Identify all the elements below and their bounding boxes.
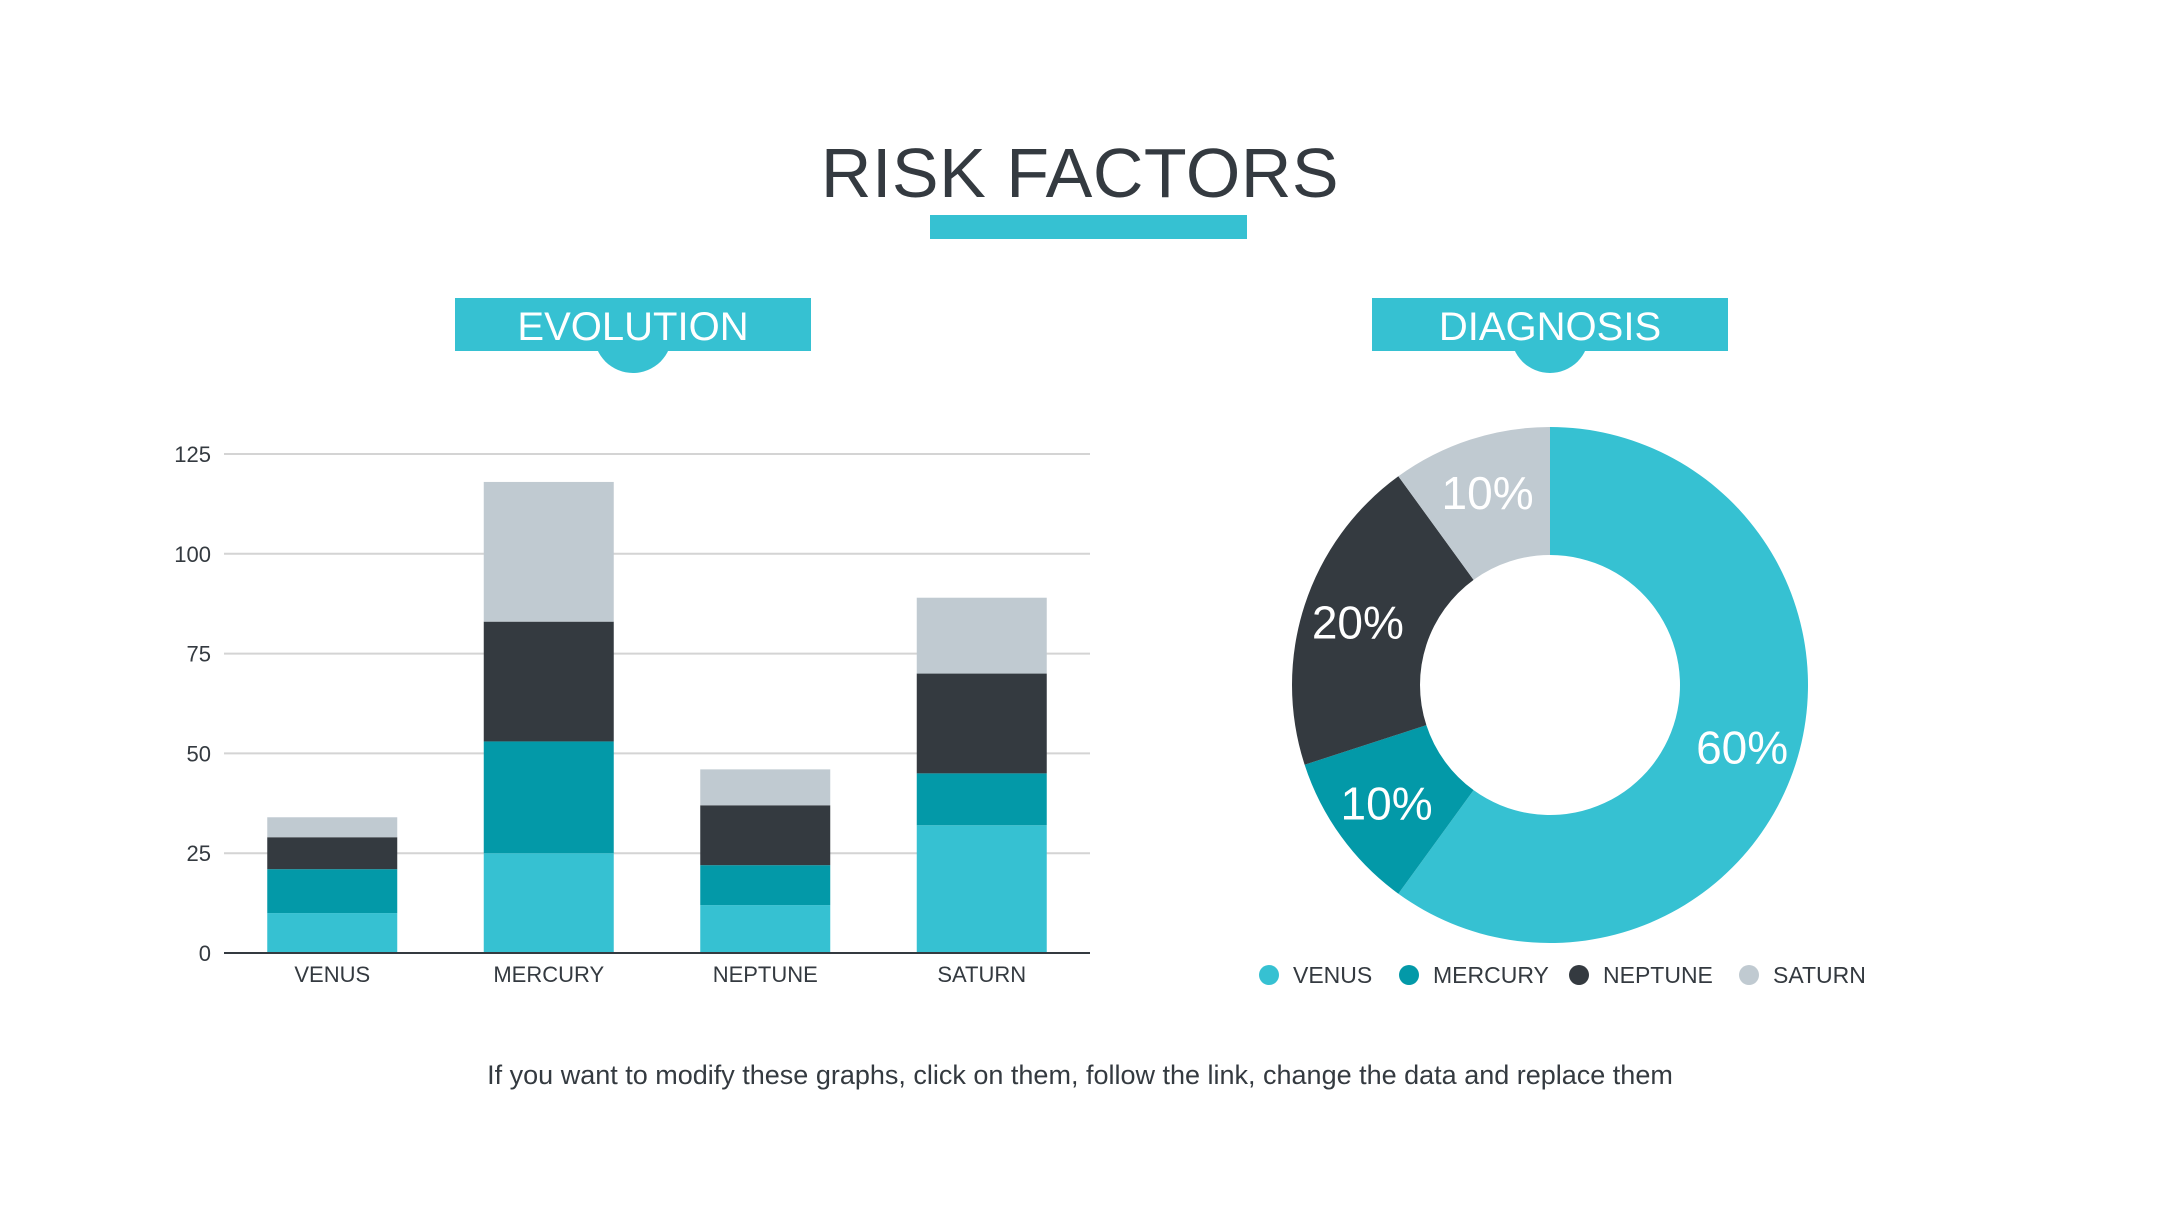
donut-slice-venus (1398, 427, 1808, 943)
bar-segment-mercury-saturn (916, 773, 1047, 826)
legend-label: MERCURY (1433, 962, 1549, 988)
x-tick-label: MERCURY (493, 962, 604, 987)
title-underline (930, 215, 1247, 239)
y-tick-label: 25 (187, 841, 211, 866)
bar-segment-venus-venus (267, 913, 398, 953)
footnote-text: If you want to modify these graphs, clic… (487, 1060, 1673, 1090)
y-tick-label: 100 (174, 542, 211, 567)
donut-value-label: 60% (1696, 721, 1788, 773)
legend-label: SATURN (1773, 962, 1866, 988)
legend-marker-neptune (1569, 965, 1589, 985)
bar-chart-x-tick-labels: VENUS MERCURY NEPTUNE SATURN (294, 962, 1026, 987)
donut-slice-mercury (1304, 725, 1474, 894)
bar-segment-neptune-mercury (483, 621, 614, 742)
bar-segment-neptune-neptune (700, 805, 831, 866)
x-tick-label: NEPTUNE (713, 962, 818, 987)
donut-slice-saturn (1398, 427, 1550, 580)
bar-segment-neptune-saturn (916, 673, 1047, 774)
bar-chart-bars (267, 481, 1047, 953)
legend-marker-mercury (1399, 965, 1419, 985)
bar-segment-saturn-mercury (483, 481, 614, 622)
y-tick-label: 0 (199, 941, 211, 966)
donut-value-label: 10% (1442, 467, 1534, 519)
bar-segment-saturn-venus (267, 817, 398, 838)
legend-marker-saturn (1739, 965, 1759, 985)
x-tick-label: VENUS (294, 962, 370, 987)
donut-value-label: 20% (1312, 597, 1404, 649)
donut-value-label: 10% (1341, 778, 1433, 830)
page-title: RISK FACTORS (820, 134, 1340, 212)
bar-segment-mercury-mercury (483, 741, 614, 854)
x-tick-label: SATURN (937, 962, 1026, 987)
legend-label: NEPTUNE (1603, 962, 1713, 988)
bar-segment-venus-mercury (483, 853, 614, 953)
bar-segment-venus-neptune (700, 905, 831, 953)
donut-legend: VENUS MERCURY NEPTUNE SATURN (1259, 962, 1866, 988)
donut-value-labels: 60% 10% 20% 10% (1312, 467, 1788, 830)
bar-segment-mercury-neptune (700, 865, 831, 906)
bar-segment-saturn-neptune (700, 769, 831, 806)
legend-marker-venus (1259, 965, 1279, 985)
donut-slices (1292, 427, 1808, 943)
bar-segment-venus-saturn (916, 825, 1047, 953)
y-tick-label: 75 (187, 642, 211, 667)
bar-chart-y-tick-labels: 0 25 50 75 100 125 (174, 442, 211, 966)
bar-segment-saturn-saturn (916, 597, 1047, 674)
y-tick-label: 50 (187, 741, 211, 766)
donut-slice-neptune (1292, 476, 1474, 765)
bar-segment-mercury-venus (267, 869, 398, 914)
evolution-section-label: EVOLUTION (455, 298, 811, 351)
diagnosis-donut-chart: 60% 10% 20% 10% (1292, 427, 1808, 943)
legend-label: VENUS (1293, 962, 1372, 988)
y-tick-label: 125 (174, 442, 211, 467)
bar-segment-neptune-venus (267, 837, 398, 870)
evolution-bar-chart: 0 25 50 75 100 125 VENUS MERCURY NEPTUNE SATURN (174, 442, 1090, 987)
diagnosis-section-label: DIAGNOSIS (1372, 298, 1728, 351)
